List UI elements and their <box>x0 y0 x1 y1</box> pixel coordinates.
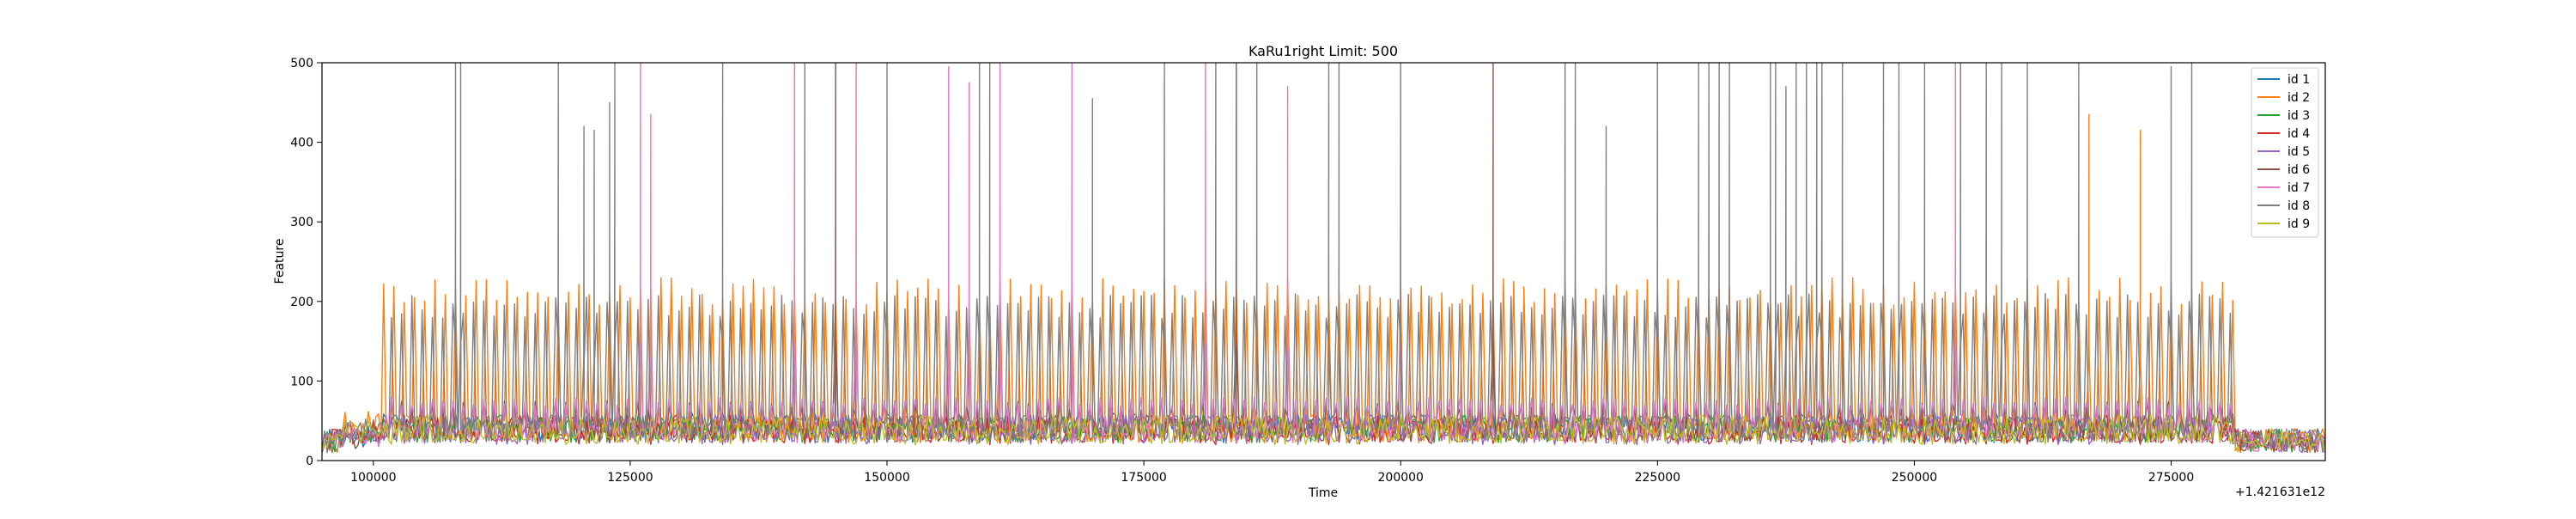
x-tick-label: 225000 <box>1635 471 1680 485</box>
legend-label: id 2 <box>2287 91 2310 105</box>
x-tick-label: 250000 <box>1892 471 1937 485</box>
legend-label: id 4 <box>2287 127 2310 141</box>
legend-label: id 5 <box>2287 145 2310 159</box>
legend: id 1 id 2 id 3 id 4 id 5 id 6 id 7 id 8 id 9 <box>2251 67 2319 238</box>
series-line-8 <box>322 63 2325 454</box>
legend-label: id 8 <box>2287 199 2310 213</box>
series-line-7 <box>322 63 2325 453</box>
x-tick-label: 125000 <box>607 471 653 485</box>
y-axis: 0 100 200 300 400 500 <box>290 57 322 468</box>
y-tick-label: 300 <box>290 216 313 229</box>
x-tick-label: 100000 <box>350 471 396 485</box>
x-tick-label: 175000 <box>1121 471 1166 485</box>
y-tick-label: 100 <box>290 375 313 388</box>
x-axis-label: Time <box>1308 486 1338 500</box>
plot-area <box>322 63 2325 454</box>
legend-label: id 1 <box>2287 73 2310 87</box>
series-line-9 <box>322 414 2325 453</box>
y-tick-label: 400 <box>290 137 313 150</box>
plot-frame <box>321 62 2326 461</box>
legend-box <box>2251 67 2319 238</box>
chart-title: KaRu1right Limit: 500 <box>1249 43 1398 59</box>
x-tick-label: 200000 <box>1378 471 1424 485</box>
legend-label: id 7 <box>2287 181 2310 195</box>
legend-label: id 6 <box>2287 163 2310 177</box>
y-tick-label: 200 <box>290 296 313 309</box>
x-axis-offset-label: +1.421631e12 <box>2235 485 2325 499</box>
y-axis-label: Feature <box>273 239 287 284</box>
x-tick-label: 275000 <box>2148 471 2194 485</box>
legend-label: id 3 <box>2287 109 2310 123</box>
x-axis: 100000 125000 150000 175000 200000 225000 2500… <box>350 461 2194 485</box>
y-tick-label: 0 <box>306 455 313 468</box>
legend-label: id 9 <box>2287 217 2310 231</box>
x-tick-label: 150000 <box>864 471 909 485</box>
y-tick-label: 500 <box>290 57 313 70</box>
